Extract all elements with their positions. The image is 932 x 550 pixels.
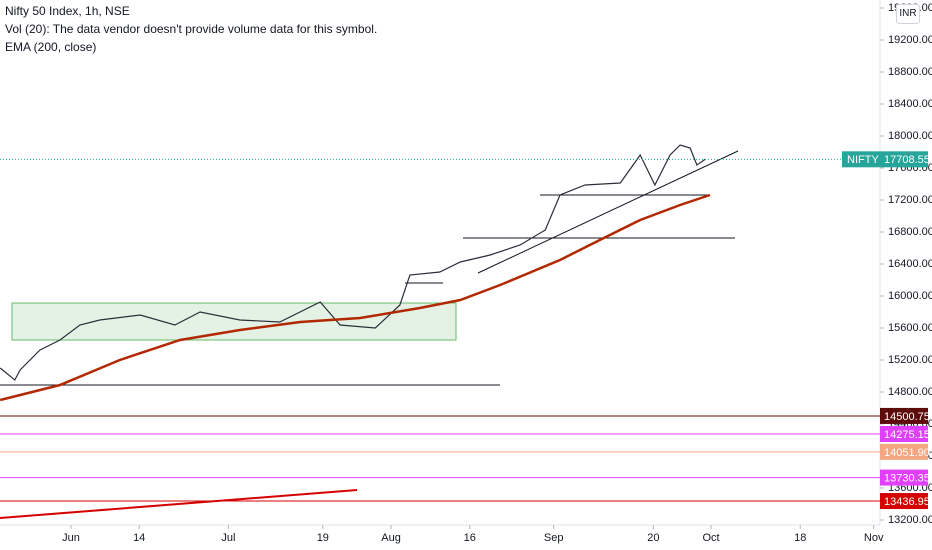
price-level-label: 13436.95 (884, 496, 930, 508)
price-level-tag (880, 493, 928, 510)
x-tick-label: 14 (133, 532, 145, 544)
x-tick-label: Aug (381, 532, 401, 544)
y-tick-label: 16000.00 (888, 290, 932, 302)
x-tick-label: 18 (794, 532, 806, 544)
y-tick-label: 17200.00 (888, 194, 932, 206)
series-name-tag (842, 151, 880, 168)
price-level-label: 13730.35 (884, 472, 930, 484)
price-level-tag (880, 425, 928, 442)
y-tick-label: 18800.00 (888, 66, 932, 78)
trend-line (477, 150, 739, 274)
y-tick-label: 15600.00 (888, 322, 932, 334)
x-tick-label: Jun (62, 532, 80, 544)
price-level-label: 14500.75 (884, 411, 930, 423)
price-line (0, 144, 706, 381)
currency-badge[interactable]: INR (896, 4, 920, 24)
y-tick-label: 18400.00 (888, 98, 932, 110)
y-tick-label: 14800.00 (888, 386, 932, 398)
y-tick-label: 16800.00 (888, 226, 932, 238)
x-tick-label: Nov (864, 532, 884, 544)
indicator-note: Vol (20): The data vendor doesn't provid… (5, 22, 378, 36)
chart-title: Nifty 50 Index, 1h, NSE (5, 4, 130, 18)
range-box (11, 302, 457, 341)
x-tick-label: Sep (544, 532, 564, 544)
x-tick-label: 16 (464, 532, 476, 544)
price-level-label: 14275.15 (884, 429, 930, 441)
y-tick-label: 15200.00 (888, 354, 932, 366)
last-price-tag (880, 151, 928, 168)
x-tick-label: 19 (317, 532, 329, 544)
x-tick-label: Oct (702, 532, 719, 544)
y-tick-label: 18000.00 (888, 130, 932, 142)
y-tick-label: 13200.00 (888, 514, 932, 526)
price-level-tag (880, 443, 928, 460)
ema-line (0, 193, 711, 402)
price-level-tag (880, 407, 928, 424)
indicator-note: EMA (200, close) (5, 40, 97, 54)
price-level-tag (880, 469, 928, 486)
last-price-label: 17708.55 (884, 154, 930, 166)
trend-line (0, 489, 358, 519)
y-tick-label: 16400.00 (888, 258, 932, 270)
series-name: NIFTY (847, 154, 879, 166)
price-level-label: 14051.90 (884, 447, 930, 459)
x-tick-label: Jul (221, 532, 235, 544)
y-tick-label: 19200.00 (888, 34, 932, 46)
x-tick-label: 20 (647, 532, 659, 544)
